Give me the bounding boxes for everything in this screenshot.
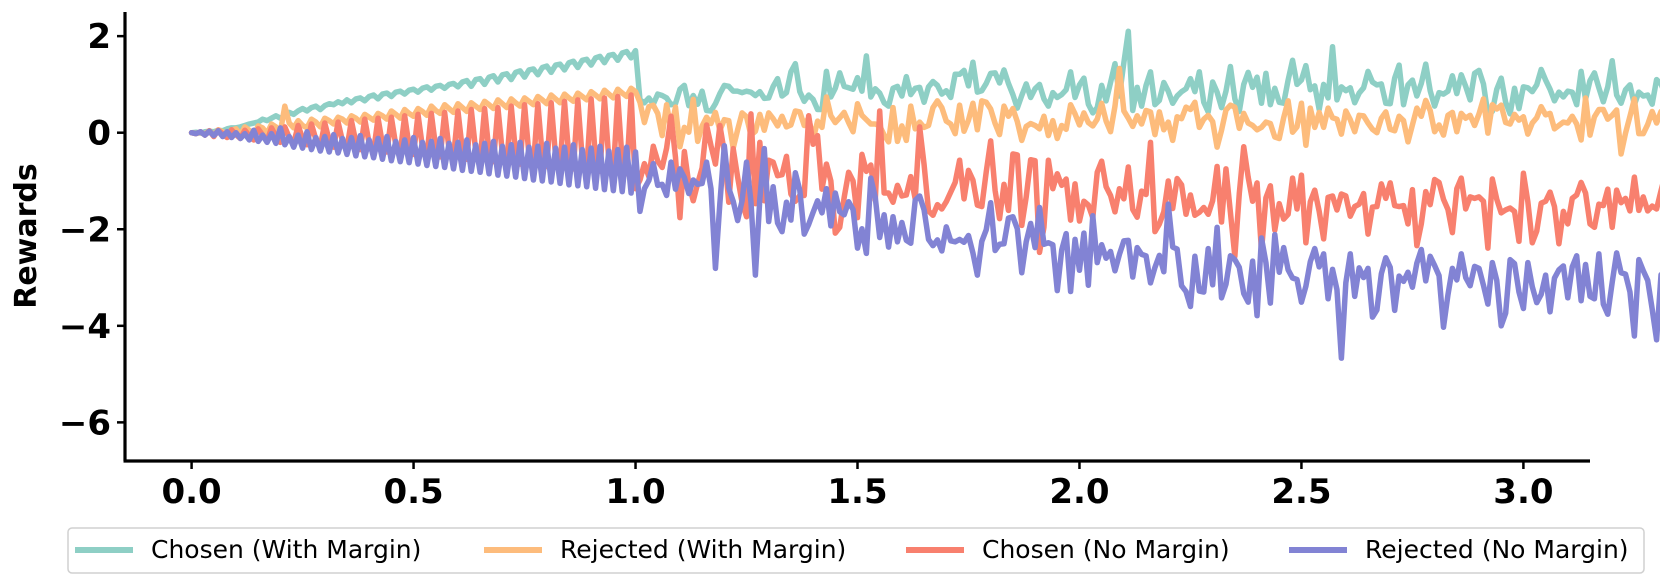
- series-line-1: [188, 28, 1660, 136]
- x-tick-label: 0.0: [161, 472, 221, 512]
- legend-label: Rejected (No Margin): [1365, 535, 1629, 564]
- series-line-4: [188, 125, 1660, 361]
- legend-label: Chosen (With Margin): [151, 535, 421, 564]
- legend-label: Chosen (No Margin): [982, 535, 1230, 564]
- x-tick-label: 1.0: [605, 472, 665, 512]
- x-tick-label: 0.5: [383, 472, 443, 512]
- y-tick-label: 0: [87, 114, 111, 154]
- x-tick-label: 2.0: [1049, 472, 1109, 512]
- legend: Chosen (With Margin) Rejected (With Margi…: [67, 527, 1645, 574]
- y-tick-label: −2: [59, 210, 111, 250]
- legend-frame: [67, 527, 1645, 574]
- series-line-2: [188, 65, 1660, 157]
- x-tick-label: 3.0: [1493, 472, 1553, 512]
- y-tick-label: −6: [59, 403, 111, 443]
- y-tick-label: 2: [87, 17, 111, 57]
- legend-items: Chosen (With Margin) Rejected (With Margi…: [75, 535, 1629, 564]
- x-tick-label: 1.5: [827, 472, 887, 512]
- x-tick-label: 2.5: [1271, 472, 1331, 512]
- x-ticks: 0.0 0.5 1.0 1.5 2.0 2.5 3.0: [161, 461, 1554, 512]
- y-axis-title: Rewards: [9, 163, 44, 309]
- legend-label: Rejected (With Margin): [560, 535, 846, 564]
- y-ticks: 2 0 −2 −4 −6: [59, 17, 125, 443]
- y-tick-label: −4: [59, 307, 111, 347]
- series-layer: [188, 28, 1660, 361]
